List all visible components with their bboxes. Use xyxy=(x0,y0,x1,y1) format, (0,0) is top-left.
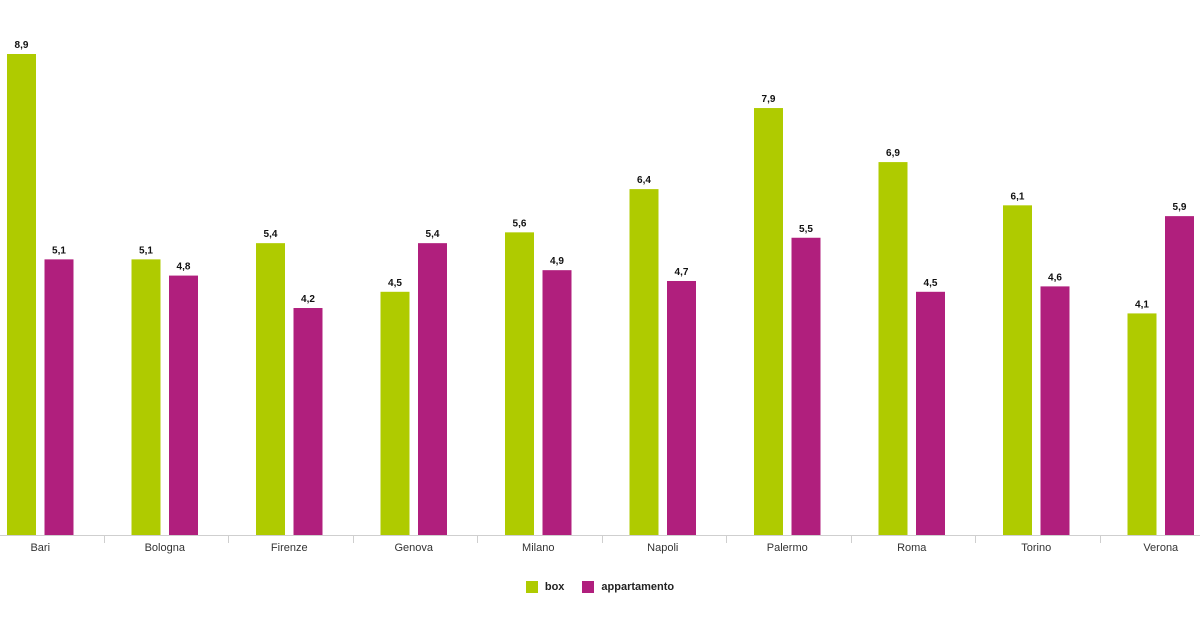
data-label-box-torino: 6,1 xyxy=(1011,191,1025,202)
bar-appartamento-genova xyxy=(418,243,447,536)
bar-appartamento-verona xyxy=(1165,216,1194,535)
data-label-appartamento-milano: 4,9 xyxy=(550,256,564,267)
data-label-box-napoli: 6,4 xyxy=(637,175,651,186)
x-tick-label-palermo: Palermo xyxy=(767,542,808,554)
legend-label-appartamento: appartamento xyxy=(601,581,675,593)
data-label-box-milano: 5,6 xyxy=(513,218,527,229)
bar-box-torino xyxy=(1003,205,1032,535)
data-label-box-palermo: 7,9 xyxy=(762,94,776,105)
data-label-box-bari: 8,9 xyxy=(15,40,29,51)
x-tick-label-firenze: Firenze xyxy=(271,542,308,554)
bar-appartamento-roma xyxy=(916,291,945,535)
legend-item-appartamento: appartamento xyxy=(582,581,674,593)
x-tick-label-verona: Verona xyxy=(1143,542,1179,554)
x-tick-label-napoli: Napoli xyxy=(647,542,678,554)
bar-appartamento-milano xyxy=(542,270,572,535)
data-label-box-bologna: 5,1 xyxy=(139,245,153,256)
data-label-appartamento-verona: 5,9 xyxy=(1173,202,1187,213)
data-label-box-roma: 6,9 xyxy=(886,148,900,159)
x-tick-label-bari: Bari xyxy=(30,542,50,554)
data-label-appartamento-bari: 5,1 xyxy=(52,245,66,256)
data-label-appartamento-bologna: 4,8 xyxy=(177,262,191,273)
data-label-appartamento-torino: 4,6 xyxy=(1048,272,1062,283)
x-tick-label-roma: Roma xyxy=(897,542,927,554)
bar-appartamento-napoli xyxy=(667,280,696,535)
data-label-appartamento-napoli: 4,7 xyxy=(675,267,689,278)
bar-appartamento-bari xyxy=(44,259,74,535)
x-tick-label-milano: Milano xyxy=(522,542,554,554)
x-tick-label-bologna: Bologna xyxy=(145,542,186,554)
bar-box-bari xyxy=(7,54,36,535)
legend: box appartamento xyxy=(0,581,1200,593)
data-label-box-genova: 4,5 xyxy=(388,278,402,289)
data-label-box-firenze: 5,4 xyxy=(264,229,278,240)
x-tick-label-torino: Torino xyxy=(1021,542,1051,554)
data-label-appartamento-firenze: 4,2 xyxy=(301,294,315,305)
bar-appartamento-bologna xyxy=(169,275,198,535)
bar-box-verona xyxy=(1127,313,1157,535)
legend-swatch-box xyxy=(525,581,538,593)
bar-appartamento-torino xyxy=(1040,286,1070,535)
bar-appartamento-palermo xyxy=(791,237,821,535)
data-label-appartamento-genova: 5,4 xyxy=(426,229,440,240)
bar-box-roma xyxy=(878,162,908,535)
bar-box-firenze xyxy=(256,243,285,536)
data-label-appartamento-roma: 4,5 xyxy=(924,278,938,289)
legend-item-box: box xyxy=(525,581,565,593)
bar-box-palermo xyxy=(754,108,783,535)
bar-box-bologna xyxy=(131,259,161,535)
bar-box-milano xyxy=(505,232,534,535)
x-tick-label-genova: Genova xyxy=(394,542,433,554)
bar-appartamento-firenze xyxy=(293,308,323,535)
legend-label-box: box xyxy=(544,581,565,593)
legend-swatch-appartamento xyxy=(582,581,595,593)
data-label-appartamento-palermo: 5,5 xyxy=(799,224,813,235)
data-label-box-verona: 4,1 xyxy=(1135,299,1149,310)
bar-box-genova xyxy=(380,291,410,535)
bar-box-napoli xyxy=(629,189,659,535)
